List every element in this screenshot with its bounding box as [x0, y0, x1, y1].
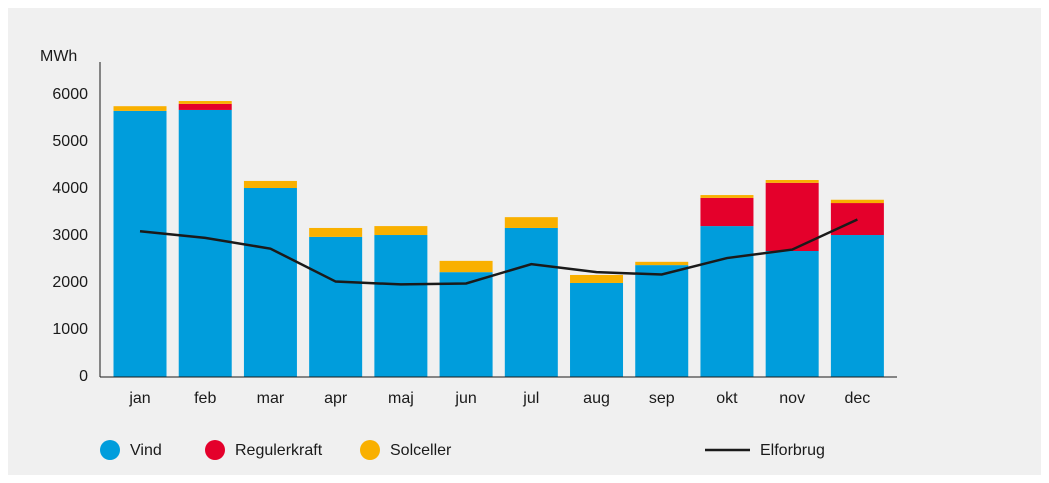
x-tick-label: apr	[324, 390, 348, 407]
x-tick-label: aug	[583, 390, 610, 407]
legend-label: Elforbrug	[760, 442, 825, 459]
bar-segment	[439, 272, 493, 377]
y-tick-label: 1000	[52, 321, 88, 338]
bar-segment	[635, 265, 689, 377]
bar-segment	[830, 203, 884, 236]
bar-segment	[765, 180, 819, 183]
x-tick-label: jul	[522, 390, 539, 407]
bar-segment	[178, 109, 232, 377]
y-tick-label: 2000	[52, 274, 88, 291]
bar-segment	[374, 226, 428, 236]
bar-segment	[439, 260, 493, 273]
y-tick-label: 6000	[52, 86, 88, 103]
x-tick-label: nov	[779, 390, 805, 407]
bar-segment	[765, 182, 819, 251]
bar-segment	[570, 274, 624, 283]
x-tick-label: dec	[844, 390, 870, 407]
bar-segment	[504, 217, 558, 228]
x-tick-label: feb	[194, 390, 216, 407]
legend-swatch	[360, 440, 380, 460]
legend-label: Vind	[130, 442, 162, 459]
y-tick-label: 4000	[52, 180, 88, 197]
legend-swatch	[100, 440, 120, 460]
y-tick-label: 5000	[52, 133, 88, 150]
x-tick-label: maj	[388, 390, 414, 407]
x-tick-label: jan	[128, 390, 150, 407]
bar-segment	[178, 103, 232, 110]
line	[139, 218, 858, 286]
bar-segment	[700, 195, 754, 198]
x-tick-label: sep	[649, 390, 675, 407]
legend-label: Solceller	[390, 442, 452, 459]
bar-segment	[309, 236, 363, 377]
legend-swatch	[205, 440, 225, 460]
legend-label: Regulerkraft	[235, 442, 323, 459]
bar-segment	[504, 227, 558, 377]
bar-segment	[830, 235, 884, 377]
bar-segment	[830, 199, 884, 204]
bar-segment	[374, 235, 428, 377]
bar-segment	[765, 251, 819, 377]
bar-segment	[113, 106, 167, 111]
bar-segment	[635, 261, 689, 266]
y-axis-label: MWh	[40, 48, 77, 65]
bar-segment	[113, 110, 167, 378]
y-tick-label: 0	[79, 368, 88, 385]
bar-segment	[243, 188, 297, 377]
bar-segment	[178, 101, 232, 104]
bar-segment	[700, 226, 754, 377]
x-tick-label: jun	[454, 390, 476, 407]
bar-segment	[570, 282, 624, 377]
x-tick-label: mar	[257, 390, 285, 407]
bar-segment	[243, 180, 297, 188]
bar-segment	[309, 227, 363, 237]
bar-segment	[700, 197, 754, 227]
x-tick-label: okt	[716, 390, 738, 407]
y-tick-label: 3000	[52, 227, 88, 244]
